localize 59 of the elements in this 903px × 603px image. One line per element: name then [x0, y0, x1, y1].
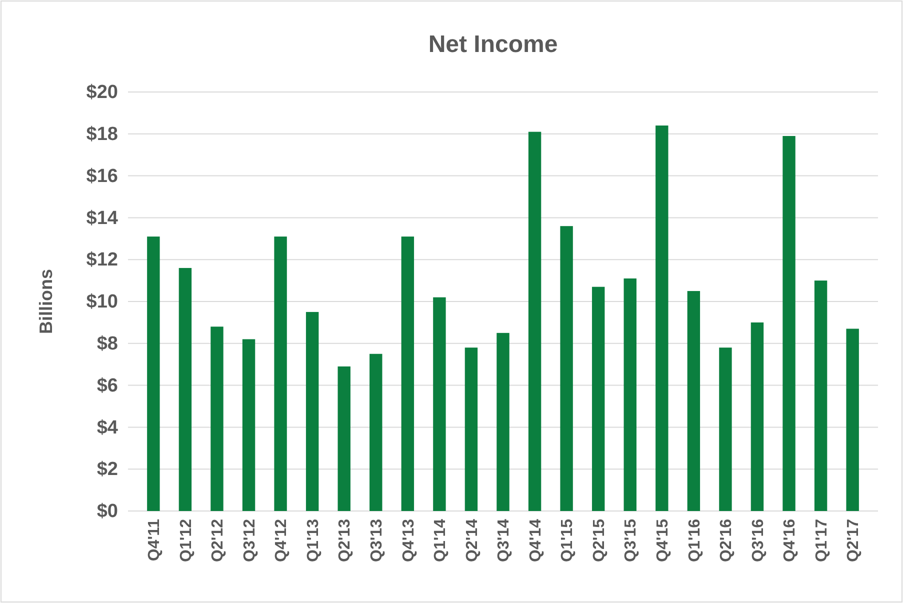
bar — [592, 286, 605, 511]
y-tick-label: $6 — [96, 375, 118, 396]
bar — [464, 348, 478, 511]
x-tick-label: Q3'15 — [622, 518, 640, 562]
x-tick-label: Q2'13 — [336, 518, 354, 562]
x-tick-label: Q4'16 — [782, 518, 799, 562]
bar — [750, 322, 764, 511]
x-tick-label: Q4'12 — [273, 518, 290, 562]
x-tick-label: Q1'13 — [304, 518, 322, 562]
chart-title: Net Income — [428, 31, 558, 58]
x-tick-label: Q1'12 — [178, 518, 195, 562]
x-tick-label: Q1'15 — [559, 518, 576, 562]
bar — [433, 297, 446, 511]
x-tick-label: Q1'17 — [813, 518, 830, 562]
x-tick-label: Q1'16 — [686, 518, 704, 562]
bar — [814, 280, 828, 511]
x-tick-label: Q1'14 — [432, 518, 450, 562]
y-tick-label: $2 — [96, 459, 118, 480]
bar — [306, 312, 319, 511]
y-tick-label: $18 — [86, 124, 118, 145]
x-tick-label: Q3'16 — [750, 518, 767, 562]
bar — [210, 326, 224, 511]
x-tick-label: Q2'12 — [210, 518, 227, 562]
bar — [338, 366, 350, 511]
bar — [719, 348, 732, 511]
x-tick-label: Q4'11 — [146, 518, 164, 562]
bar — [846, 328, 859, 511]
bar — [687, 291, 700, 511]
y-axis-title: Billions — [36, 268, 56, 334]
x-tick-label: Q3'13 — [368, 518, 386, 562]
bar — [274, 236, 287, 511]
x-tick-label: Q3'12 — [241, 518, 258, 562]
y-tick-label: $10 — [86, 292, 118, 313]
y-tick-label: $4 — [96, 417, 118, 438]
bar — [496, 332, 510, 511]
x-tick-label: Q4'14 — [527, 518, 544, 562]
bar — [624, 278, 636, 511]
y-tick-label: $14 — [86, 208, 118, 229]
bar — [242, 339, 256, 511]
y-tick-label: $20 — [86, 82, 118, 104]
bar — [401, 236, 414, 511]
bar — [147, 236, 160, 511]
bar — [370, 354, 382, 511]
x-tick-label: Q3'14 — [496, 518, 513, 562]
y-tick-label: $16 — [86, 166, 118, 187]
y-tick-label: $8 — [96, 333, 118, 354]
bar — [782, 136, 796, 511]
bar — [656, 126, 668, 511]
x-tick-label: Q4'13 — [400, 518, 418, 562]
y-tick-label: $0 — [96, 501, 118, 522]
x-tick-label: Q2'14 — [464, 518, 481, 562]
bar — [528, 132, 542, 511]
x-tick-label: Q4'15 — [654, 518, 672, 562]
x-tick-label: Q2'16 — [718, 518, 736, 562]
x-tick-label: Q2'17 — [845, 518, 862, 562]
x-tick-label: Q2'15 — [590, 518, 608, 562]
bar — [178, 268, 192, 511]
bar — [560, 226, 573, 511]
y-tick-label: $12 — [86, 250, 118, 271]
